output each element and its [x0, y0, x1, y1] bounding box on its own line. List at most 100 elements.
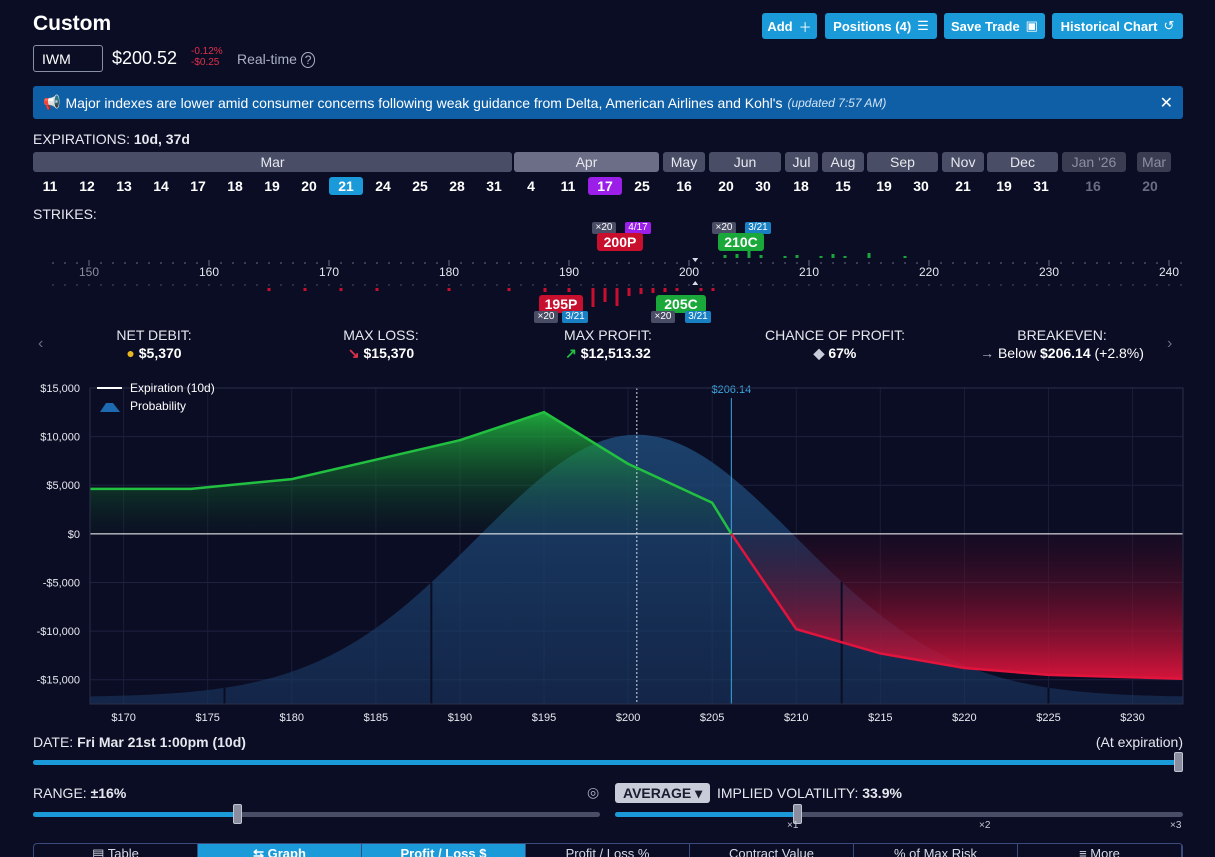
y-tick-label: $15,000: [40, 383, 80, 395]
tab-contract-value[interactable]: Contract Value: [690, 844, 854, 857]
expiration-day-3[interactable]: 14: [153, 178, 169, 194]
month-8[interactable]: Dec: [987, 152, 1058, 172]
month-10[interactable]: Mar: [1137, 152, 1171, 172]
range-slider-fill: [33, 812, 238, 817]
list-icon: ☰: [917, 18, 929, 33]
ticker-input[interactable]: [33, 45, 103, 72]
more-icon: ≡: [1079, 846, 1087, 857]
month-6[interactable]: Sep: [867, 152, 938, 172]
leg-200p[interactable]: 200P: [597, 233, 643, 251]
save-trade-button[interactable]: Save Trade ▣: [944, 13, 1045, 39]
max-loss-value: $15,370: [363, 345, 415, 361]
month-3[interactable]: Jun: [709, 152, 781, 172]
leg-205c[interactable]: 205C: [656, 295, 706, 313]
expiration-day-16[interactable]: 25: [634, 178, 650, 194]
chart-legend: Expiration (10d) Probability: [97, 381, 215, 413]
month-7[interactable]: Nov: [942, 152, 984, 172]
tab-max-risk[interactable]: % of Max Risk: [854, 844, 1018, 857]
leg-210c[interactable]: 210C: [718, 233, 764, 251]
expiration-day-2[interactable]: 13: [116, 178, 132, 194]
arrow-down-icon: ↘: [347, 345, 360, 361]
leg-exp-195p: 3/21: [562, 311, 588, 323]
iv-slider[interactable]: [615, 812, 1183, 817]
chevron-right-icon[interactable]: ›: [1167, 335, 1173, 352]
exp-value: 10d, 37d: [133, 131, 190, 147]
range-slider[interactable]: [33, 812, 600, 817]
x-tick-label: $210: [784, 712, 808, 724]
date-slider[interactable]: [33, 760, 1183, 765]
expiration-day-1[interactable]: 12: [79, 178, 95, 194]
expiration-day-25[interactable]: 19: [996, 178, 1012, 194]
leg-qty-200p: ×20: [592, 222, 616, 234]
breakeven-prefix: Below: [997, 345, 1037, 361]
expiration-day-7[interactable]: 20: [301, 178, 317, 194]
expiration-day-15[interactable]: 17: [588, 177, 622, 195]
expiration-day-24[interactable]: 21: [955, 178, 971, 194]
expiration-day-17[interactable]: 16: [676, 178, 692, 194]
expiration-day-9[interactable]: 24: [375, 178, 391, 194]
reset-icon[interactable]: ◎: [587, 784, 600, 800]
expiration-day-20[interactable]: 18: [793, 178, 809, 194]
expiration-day-27[interactable]: 16: [1085, 178, 1101, 194]
expiration-day-23[interactable]: 30: [913, 178, 929, 194]
date-slider-thumb[interactable]: [1174, 752, 1183, 772]
help-icon[interactable]: ?: [300, 52, 316, 68]
x-tick-label: $195: [532, 712, 556, 724]
expiration-day-22[interactable]: 19: [876, 178, 892, 194]
month-5[interactable]: Aug: [822, 152, 864, 172]
tab-profit-loss-pct[interactable]: Profit / Loss %: [526, 844, 690, 857]
profit-loss-chart[interactable]: $206.14 $15,000 $10,000 $5,000 $0 -$5,000 -$1…: [0, 370, 1215, 725]
leg-195p[interactable]: 195P: [539, 295, 583, 313]
month-0[interactable]: Mar: [33, 152, 512, 172]
history-icon: ↺: [1163, 18, 1175, 33]
expiration-day-6[interactable]: 19: [264, 178, 280, 194]
expiration-day-13[interactable]: 4: [527, 178, 535, 194]
month-9[interactable]: Jan '26: [1062, 152, 1126, 172]
expiration-day-26[interactable]: 31: [1033, 178, 1049, 194]
strikes-label: STRIKES:: [33, 206, 97, 222]
tab-profit-loss-dollar[interactable]: Profit / Loss $: [362, 844, 526, 857]
historical-chart-button[interactable]: Historical Chart ↺: [1052, 13, 1183, 39]
leg-exp-205c: 3/21: [685, 311, 711, 323]
tab-table[interactable]: ▤ Table: [34, 844, 198, 857]
positions-button[interactable]: Positions (4) ☰: [825, 13, 937, 39]
legend-probability: Probability: [130, 399, 186, 413]
page-title: Custom: [33, 12, 112, 35]
range-slider-thumb[interactable]: [233, 804, 243, 824]
x-tick-label: $230: [1120, 712, 1144, 724]
chevron-left-icon[interactable]: ‹: [38, 335, 44, 352]
iv-label: IMPLIED VOLATILITY: 33.9%: [717, 785, 902, 801]
expiration-day-5[interactable]: 18: [227, 178, 243, 194]
add-button[interactable]: Add ＋: [762, 13, 817, 39]
month-2[interactable]: May: [663, 152, 705, 172]
expiration-day-21[interactable]: 15: [835, 178, 851, 194]
price-change: -0.12% -$0.25: [191, 46, 223, 68]
expiration-day-12[interactable]: 31: [486, 178, 502, 194]
breakeven-marker-label: $206.14: [711, 384, 751, 396]
x-tick-label: $175: [195, 712, 219, 724]
iv-slider-thumb[interactable]: [792, 804, 802, 824]
news-banner: 📢 Major indexes are lower amid consumer …: [33, 86, 1183, 119]
leg-qty-195p: ×20: [534, 311, 558, 323]
y-tick-label: -$5,000: [43, 577, 80, 589]
expiration-day-11[interactable]: 28: [449, 178, 465, 194]
strike-ruler[interactable]: 150 160 170 180 190 200 210 220 230 240: [33, 222, 1183, 327]
expiration-day-4[interactable]: 17: [190, 178, 206, 194]
month-1[interactable]: Apr: [514, 152, 659, 172]
iv-tick-3: ×3: [1170, 820, 1182, 831]
expirations-label: EXPIRATIONS: 10d, 37d: [33, 131, 190, 147]
tab-graph[interactable]: ⇆ Graph: [198, 844, 362, 857]
expiration-day-14[interactable]: 11: [560, 178, 576, 194]
expiration-day-0[interactable]: 11: [42, 178, 58, 194]
expiration-day-28[interactable]: 20: [1142, 178, 1158, 194]
expiration-day-8[interactable]: 21: [329, 177, 363, 195]
realtime-label[interactable]: Real-time ?: [237, 51, 316, 68]
iv-mode-select[interactable]: AVERAGE ▾: [615, 783, 711, 803]
month-4[interactable]: Jul: [785, 152, 818, 172]
expiration-day-10[interactable]: 25: [412, 178, 428, 194]
expiration-day-18[interactable]: 20: [718, 178, 734, 194]
tab-more[interactable]: ≡ More: [1018, 844, 1182, 857]
expiration-day-19[interactable]: 30: [755, 178, 771, 194]
date-label: DATE: Fri Mar 21st 1:00pm (10d): [33, 734, 246, 750]
close-icon[interactable]: ✕: [1159, 95, 1173, 112]
